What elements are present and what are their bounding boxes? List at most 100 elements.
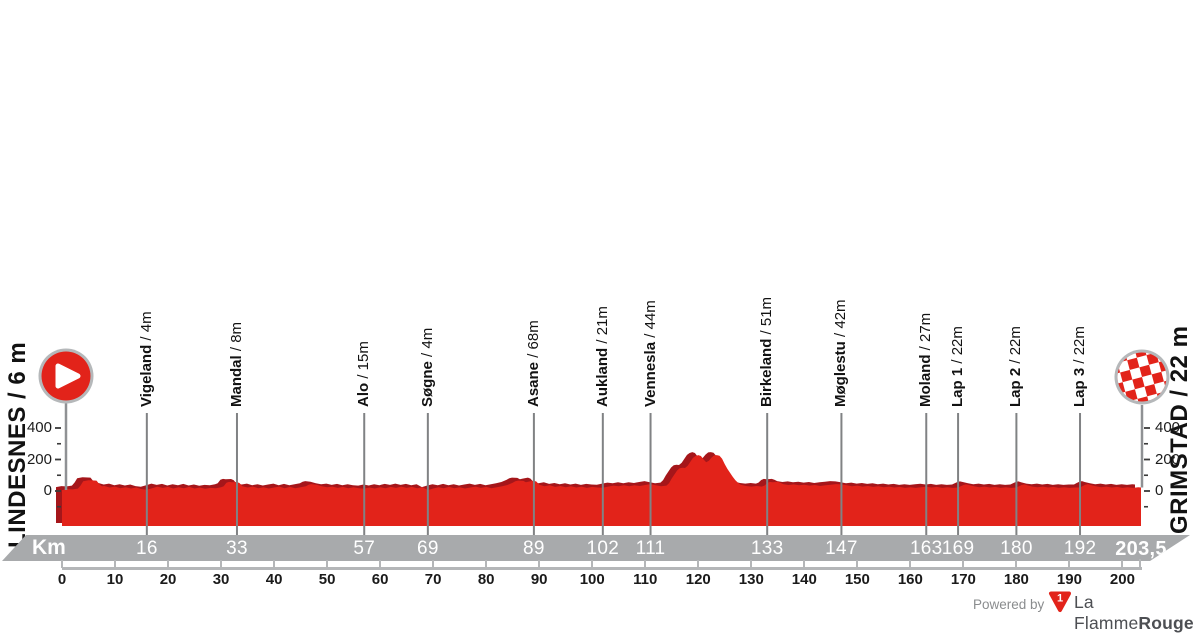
waypoint-name: Moland — [917, 354, 935, 408]
ruler-tick — [591, 560, 594, 568]
ruler-tick — [220, 560, 223, 568]
ruler-tick-label: 160 — [897, 571, 923, 588]
y-axis-tick-label: 400 — [26, 419, 52, 436]
ruler-tick — [1015, 560, 1018, 568]
waypoint-label: Birkeland / 51m — [757, 195, 777, 407]
ruler-tick-label: 140 — [791, 571, 817, 588]
waypoint-label: Møglestu / 42m — [831, 195, 851, 407]
ruler-tick-label: 60 — [371, 571, 389, 588]
waypoint-elevation: / 8m — [227, 321, 245, 356]
waypoint-name: Aukland — [593, 347, 611, 407]
ruler-tick-label: 20 — [159, 571, 177, 588]
ruler-tick-label: 40 — [265, 571, 283, 588]
ruler-tick-label: 90 — [530, 571, 548, 588]
ruler-tick-label: 0 — [57, 571, 67, 588]
km-band-value: 57 — [353, 538, 376, 559]
y-axis-tick-label: 200 — [1155, 450, 1181, 468]
km-band: Km 16 33 57 69 89 102 111 133 147 163 169 180 192 203… — [2, 535, 1190, 561]
waypoint-name: Lap 3 — [1071, 367, 1089, 407]
ruler-tick — [379, 560, 382, 568]
km-band-value: 111 — [635, 538, 666, 559]
km-band-value: 69 — [416, 538, 439, 559]
waypoint-name: Mandal — [227, 355, 245, 407]
km-band-value: 180 — [1000, 538, 1033, 559]
ruler-tick-label: 100 — [579, 571, 605, 588]
brand-name-bold: Rouge — [1138, 613, 1194, 633]
waypoint-label: Lap 3 / 22m — [1070, 195, 1090, 407]
ruler-tick-label: 50 — [318, 571, 336, 588]
waypoint-label: Søgne / 4m — [418, 195, 438, 407]
waypoint-label: Mandal / 8m — [227, 195, 247, 407]
y-axis-tick-label: 0 — [43, 482, 52, 499]
lfr-logo-icon: 1 — [1049, 591, 1071, 612]
ruler-tick-label: 120 — [685, 571, 711, 588]
brand-name-regular: La Flamme — [1074, 592, 1139, 633]
ruler-tick-label: 190 — [1056, 571, 1082, 588]
ruler-tick — [273, 560, 276, 568]
ruler-tick — [1068, 560, 1071, 568]
ruler-tick-label: 180 — [1003, 571, 1029, 588]
ruler-tick — [114, 560, 117, 568]
ruler-tick-label: 170 — [950, 571, 976, 588]
ruler-tick — [750, 560, 753, 568]
ruler-tick-label: 150 — [844, 571, 870, 588]
waypoint-name: Lap 1 — [949, 367, 967, 407]
ruler-end-tick — [1139, 559, 1141, 568]
waypoint-elevation: / 42m — [832, 299, 850, 342]
waypoint-elevation: / 4m — [418, 327, 436, 362]
km-band-value: 163 — [909, 538, 943, 559]
finish-location-label: GRIMSTAD / 22 m — [1166, 325, 1193, 534]
waypoint-label: Alo / 15m — [354, 195, 374, 407]
waypoint-elevation: / 44m — [641, 300, 659, 342]
km-band-value: 133 — [750, 538, 784, 559]
elevation-area — [62, 455, 1141, 526]
ruler-tick — [909, 560, 912, 568]
km-band-value: 192 — [1063, 538, 1097, 559]
y-axis-tick-label: 400 — [1155, 419, 1181, 436]
ruler-tick-label: 70 — [424, 571, 442, 588]
waypoint-label: Aukland / 21m — [593, 195, 613, 407]
distance-ruler — [62, 567, 1142, 570]
waypoint-name: Lap 2 — [1007, 367, 1025, 407]
lfr-logo-number: 1 — [1057, 593, 1063, 605]
ruler-tick-label: 80 — [477, 571, 495, 588]
waypoint-label: Moland / 27m — [916, 195, 936, 407]
ruler-tick — [697, 560, 700, 568]
ruler-tick — [856, 560, 859, 568]
brand-wordmark: La FlammeRouge — [1074, 592, 1200, 634]
ruler-tick — [326, 560, 329, 568]
play-icon — [55, 363, 81, 389]
ruler-tick-label: 200 — [1109, 571, 1135, 588]
waypoint-elevation: / 15m — [355, 341, 373, 383]
waypoint-label: Asane / 68m — [524, 195, 544, 407]
waypoint-elevation: / 51m — [758, 296, 776, 339]
waypoint-label: Lap 2 / 22m — [1006, 195, 1026, 407]
profile-chart — [38, 348, 1170, 535]
waypoint-elevation: / 22m — [1071, 326, 1089, 368]
waypoint-name: Asane — [524, 361, 542, 407]
km-unit-label: Km — [32, 536, 66, 559]
ruler-tick — [485, 560, 488, 568]
km-band-value: 102 — [586, 538, 620, 559]
waypoint-name: Vigeland — [137, 344, 155, 407]
waypoint-name: Søgne — [418, 361, 436, 407]
y-axis-tick-label: 200 — [26, 450, 52, 468]
ruler-tick — [538, 560, 541, 568]
ruler-tick — [644, 560, 647, 568]
ruler-tick — [803, 560, 806, 568]
ruler-tick — [432, 560, 435, 568]
powered-by-label: Powered by — [973, 597, 1045, 612]
waypoint-elevation: / 22m — [1007, 326, 1025, 368]
ruler-tick — [167, 560, 170, 568]
ruler-tick-label: 110 — [633, 571, 658, 588]
waypoint-elevation: / 22m — [949, 326, 967, 368]
waypoint-label: Vigeland / 4m — [137, 195, 157, 407]
ruler-tick — [61, 560, 63, 568]
waypoint-label: Lap 1 / 22m — [948, 195, 968, 407]
ruler-tick-label: 10 — [106, 571, 124, 588]
km-band-value: 147 — [825, 538, 858, 559]
waypoint-name: Alo — [355, 382, 373, 407]
km-band-value: 16 — [135, 538, 158, 559]
km-band-end-value: 203,5 — [1115, 538, 1167, 560]
waypoint-name: Birkeland — [758, 338, 776, 407]
